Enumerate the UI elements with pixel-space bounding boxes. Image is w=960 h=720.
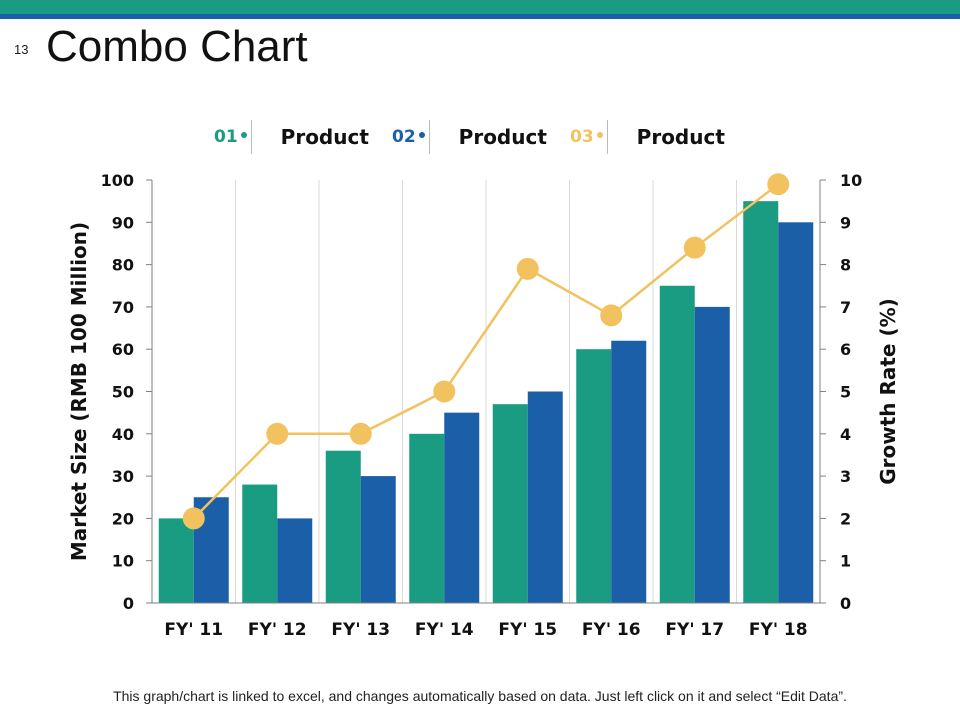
y-tick-label-left: 30 [112, 467, 134, 486]
x-tick-label: FY' 17 [665, 620, 724, 640]
y-tick-label-left: 100 [101, 171, 134, 190]
x-tick-label: FY' 11 [164, 620, 223, 640]
legend-label: Product [458, 125, 547, 149]
bar-2-2 [277, 518, 313, 603]
legend-item-02[interactable]: 02 Product [392, 120, 547, 154]
line-point-2 [266, 422, 289, 445]
legend-label: Product [636, 125, 725, 149]
y-tick-label-right: 5 [840, 383, 851, 402]
slide-number: 13 [14, 42, 29, 57]
chart-legend: 01 Product 02 Product 03 Product [0, 120, 960, 154]
bar-1-5 [492, 404, 528, 603]
line-point-8 [767, 173, 790, 196]
bar-2-3 [360, 476, 396, 603]
y-tick-label-left: 10 [112, 552, 134, 571]
top-accent-stripe [0, 14, 960, 19]
bar-1-6 [576, 349, 612, 603]
line-series-3 [192, 183, 780, 520]
legend-label: Product [280, 125, 369, 149]
page-title: Combo Chart [46, 22, 308, 71]
x-tick-label: FY' 15 [498, 620, 557, 640]
line-point-6 [600, 304, 623, 327]
legend-divider [606, 120, 608, 154]
y-tick-label-right: 10 [840, 171, 862, 190]
bar-2-7 [694, 306, 730, 603]
y-tick-label-left: 50 [112, 383, 134, 402]
x-tick-label: FY' 12 [248, 620, 307, 640]
y-tick-label-left: 90 [112, 213, 134, 232]
legend-item-03[interactable]: 03 Product [570, 120, 725, 154]
line-point-7 [683, 236, 706, 259]
y-tick-label-right: 6 [840, 340, 851, 359]
y-tick-label-right: 3 [840, 467, 851, 486]
bar-1-4 [409, 433, 445, 603]
y-tick-label-right: 8 [840, 256, 851, 275]
y-tick-label-right: 2 [840, 509, 851, 528]
y-tick-label-left: 80 [112, 256, 134, 275]
footer-note: This graph/chart is linked to excel, and… [113, 688, 847, 704]
y-tick-label-right: 7 [840, 298, 851, 317]
y-tick-label-right: 9 [840, 213, 851, 232]
y-tick-label-right: 4 [840, 425, 851, 444]
bar-1-1 [158, 518, 194, 603]
y-tick-label-left: 20 [112, 509, 134, 528]
bar-2-6 [611, 340, 647, 603]
y-tick-label-left: 0 [123, 594, 134, 613]
bar-1-8 [743, 201, 779, 603]
y-tick-label-right: 0 [840, 594, 851, 613]
y-tick-label-right: 1 [840, 552, 851, 571]
y-tick-label-left: 40 [112, 425, 134, 444]
x-tick-label: FY' 16 [582, 620, 641, 640]
bar-2-4 [444, 412, 480, 603]
legend-divider [250, 120, 252, 154]
line-point-3 [349, 422, 372, 445]
bar-2-8 [778, 222, 814, 604]
x-tick-label: FY' 18 [749, 620, 808, 640]
legend-item-01[interactable]: 01 Product [214, 120, 369, 154]
bar-1-2 [242, 484, 278, 603]
legend-dot-icon [240, 132, 247, 138]
top-accent-bar [0, 0, 960, 14]
y-axis-title-left: Market Size (RMB 100 Million) [67, 222, 91, 561]
legend-num: 02 [392, 127, 416, 147]
line-point-5 [516, 257, 539, 280]
legend-dot-icon [418, 132, 425, 138]
y-axis-title-right: Growth Rate (%) [876, 298, 900, 485]
y-tick-label-left: 70 [112, 298, 134, 317]
legend-num: 03 [570, 127, 594, 147]
bar-2-5 [527, 391, 563, 603]
bar-1-7 [659, 285, 695, 603]
line-point-1 [182, 507, 205, 530]
legend-divider [428, 120, 430, 154]
line-point-4 [433, 380, 456, 403]
legend-dot-icon [596, 132, 603, 138]
y-tick-label-left: 60 [112, 340, 134, 359]
x-tick-label: FY' 14 [415, 620, 474, 640]
bar-1-3 [325, 450, 361, 603]
x-tick-label: FY' 13 [331, 620, 390, 640]
legend-num: 01 [214, 127, 238, 147]
